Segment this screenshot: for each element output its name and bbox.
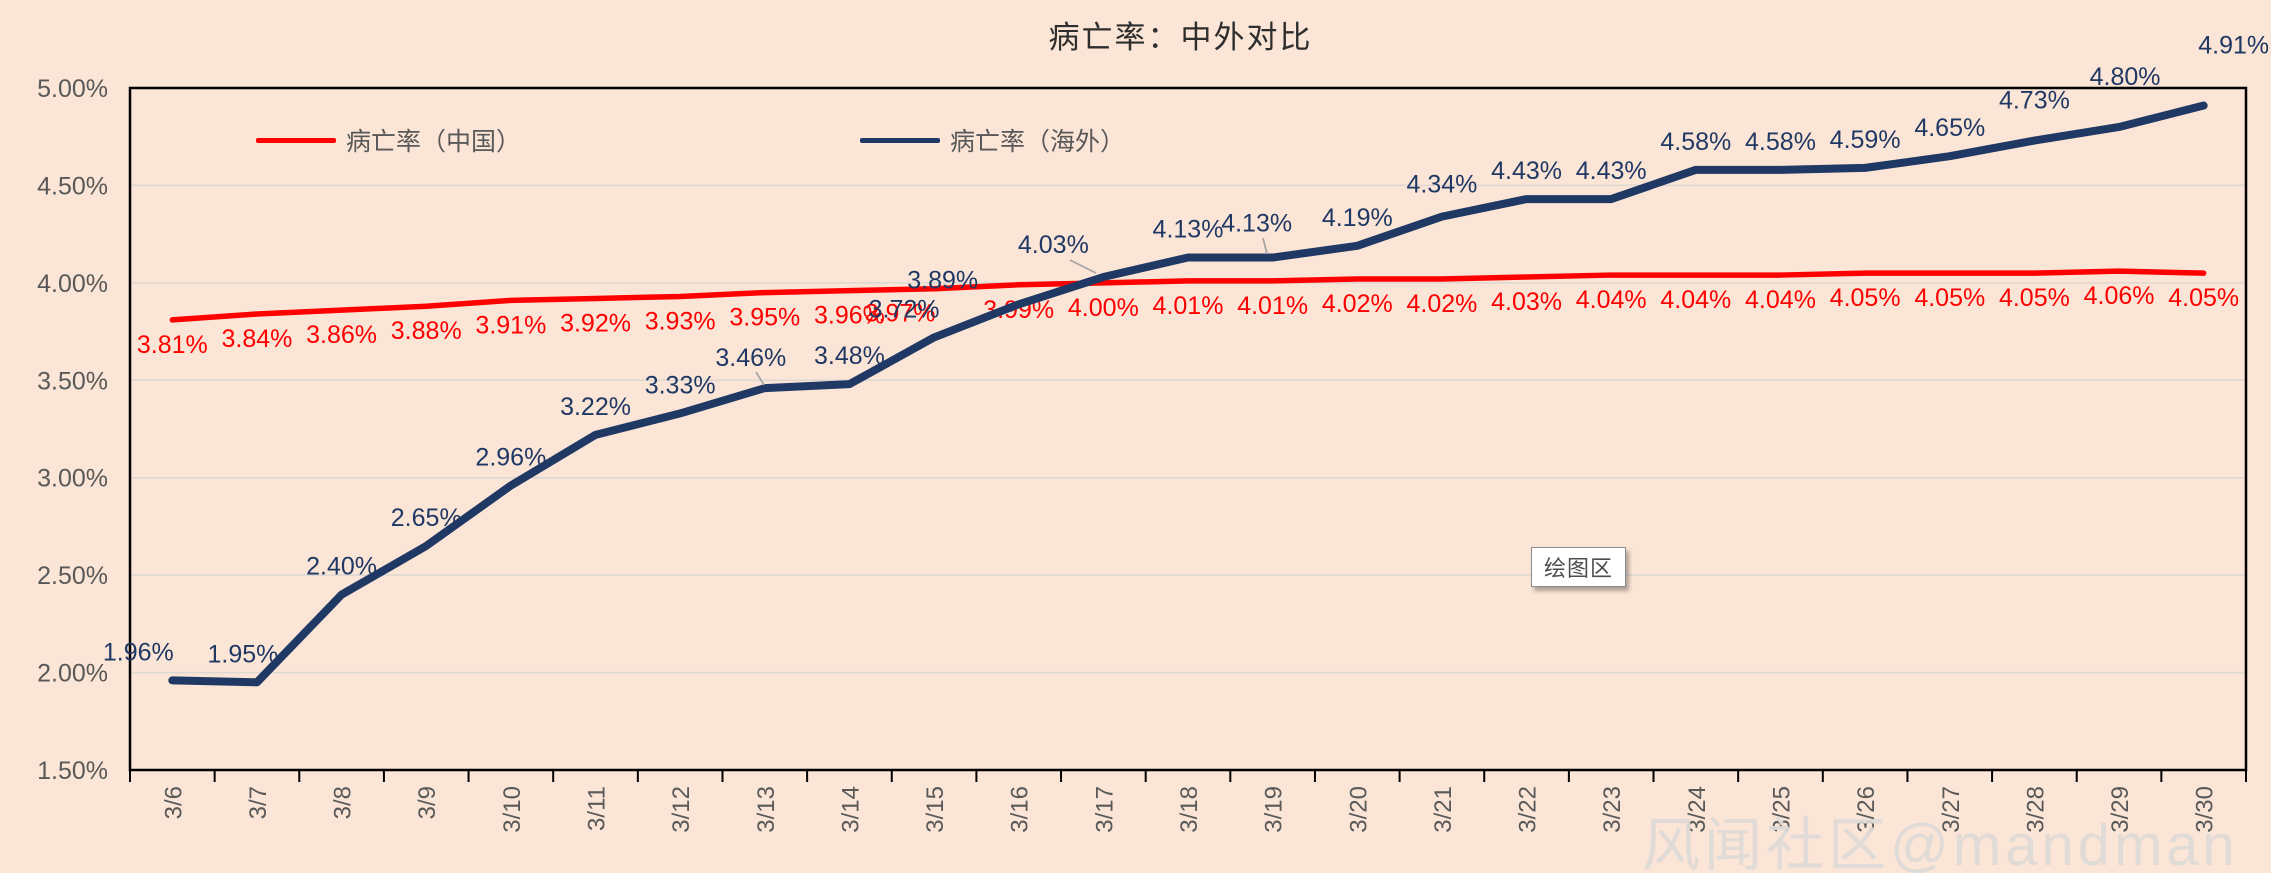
x-axis-label: 3/17 bbox=[1091, 786, 1118, 833]
data-label-china: 4.04% bbox=[1660, 286, 1731, 314]
data-label-overseas: 4.43% bbox=[1576, 157, 1647, 185]
data-label-china: 3.91% bbox=[475, 311, 546, 339]
legend-label-china: 病亡率（中国） bbox=[346, 128, 522, 156]
data-label-overseas: 4.34% bbox=[1406, 171, 1477, 199]
data-label-overseas: 3.48% bbox=[814, 342, 885, 370]
data-label-china: 4.05% bbox=[2168, 284, 2239, 312]
data-label-china: 4.04% bbox=[1576, 286, 1647, 314]
x-axis-label: 3/21 bbox=[1430, 786, 1457, 833]
legend-item-china[interactable]: 病亡率（中国） bbox=[256, 122, 521, 158]
series-line-china[interactable] bbox=[169, 268, 2207, 323]
label-leader-line bbox=[755, 371, 765, 386]
x-axis-label: 3/9 bbox=[414, 786, 441, 819]
data-label-overseas: 2.96% bbox=[475, 444, 546, 472]
label-leader-line bbox=[1069, 259, 1097, 274]
x-axis-label: 3/15 bbox=[922, 786, 949, 833]
x-axis-label: 3/24 bbox=[1684, 786, 1711, 833]
x-axis-label: 3/26 bbox=[1853, 786, 1880, 833]
y-axis-label: 4.50% bbox=[37, 172, 108, 200]
data-label-china: 4.06% bbox=[2084, 282, 2155, 310]
data-label-china: 4.05% bbox=[1830, 284, 1901, 312]
y-axis-label: 3.00% bbox=[37, 465, 108, 493]
data-label-overseas: 4.91% bbox=[2198, 32, 2269, 60]
data-label-china: 4.05% bbox=[1914, 284, 1985, 312]
data-label-china: 3.81% bbox=[137, 331, 208, 359]
data-label-overseas: 1.95% bbox=[208, 640, 279, 668]
data-label-overseas: 4.58% bbox=[1660, 128, 1731, 156]
data-label-china: 4.02% bbox=[1406, 290, 1477, 318]
data-label-china: 4.03% bbox=[1491, 288, 1562, 316]
x-axis-label: 3/14 bbox=[837, 786, 864, 833]
x-axis-label: 3/30 bbox=[2192, 786, 2219, 833]
x-axis-label: 3/18 bbox=[1176, 786, 1203, 833]
data-label-overseas: 4.59% bbox=[1830, 126, 1901, 154]
x-axis-label: 3/13 bbox=[753, 786, 780, 833]
x-axis-label: 3/12 bbox=[668, 786, 695, 833]
data-label-overseas: 3.46% bbox=[715, 344, 786, 372]
y-axis-label: 2.50% bbox=[37, 562, 108, 590]
y-axis-label: 2.00% bbox=[37, 660, 108, 688]
data-label-overseas: 4.13% bbox=[1221, 210, 1292, 238]
data-label-overseas: 3.72% bbox=[869, 295, 940, 323]
x-axis-label: 3/11 bbox=[584, 786, 611, 831]
data-label-china: 3.84% bbox=[222, 325, 293, 353]
data-label-china: 3.93% bbox=[645, 307, 716, 335]
data-label-china: 3.88% bbox=[391, 317, 462, 345]
x-axis-label: 3/20 bbox=[1345, 786, 1372, 833]
data-label-overseas: 4.65% bbox=[1914, 114, 1985, 142]
label-leader-line bbox=[1262, 237, 1268, 255]
x-axis-label: 3/10 bbox=[499, 786, 526, 833]
x-axis-label: 3/27 bbox=[1938, 786, 1965, 833]
legend-item-overseas[interactable]: 病亡率（海外） bbox=[860, 122, 1125, 158]
data-label-overseas: 4.80% bbox=[2090, 63, 2161, 91]
x-axis-label: 3/8 bbox=[330, 786, 357, 819]
x-axis-label: 3/6 bbox=[160, 786, 187, 819]
data-label-china: 4.00% bbox=[1068, 294, 1139, 322]
data-label-china: 4.04% bbox=[1745, 286, 1816, 314]
data-label-overseas: 4.43% bbox=[1491, 157, 1562, 185]
data-label-overseas: 4.19% bbox=[1322, 204, 1393, 232]
y-axis-label: 4.00% bbox=[37, 270, 108, 298]
data-label-china: 4.01% bbox=[1153, 292, 1224, 320]
x-axis-label: 3/28 bbox=[2022, 786, 2049, 833]
data-label-china: 3.92% bbox=[560, 309, 631, 337]
x-axis-label: 3/29 bbox=[2107, 786, 2134, 833]
x-axis-label: 3/19 bbox=[1261, 786, 1288, 833]
series-line-overseas[interactable] bbox=[168, 101, 2208, 687]
plot-area-tooltip: 绘图区 bbox=[1531, 547, 1627, 587]
data-label-overseas: 4.73% bbox=[1999, 87, 2070, 115]
legend-swatch-china-line bbox=[256, 137, 336, 143]
data-label-overseas: 3.89% bbox=[907, 266, 978, 294]
legend-label-overseas: 病亡率（海外） bbox=[950, 128, 1126, 156]
data-label-overseas: 4.58% bbox=[1745, 128, 1816, 156]
data-label-china: 3.96% bbox=[814, 302, 885, 330]
data-label-overseas: 2.40% bbox=[306, 553, 377, 581]
data-label-china: 3.97% bbox=[865, 300, 936, 328]
data-label-overseas: 3.22% bbox=[560, 393, 631, 421]
y-axis-label: 1.50% bbox=[37, 757, 108, 785]
data-label-overseas: 4.13% bbox=[1153, 216, 1224, 244]
x-axis-label: 3/16 bbox=[1007, 786, 1034, 833]
data-label-china: 4.02% bbox=[1322, 290, 1393, 318]
data-label-china: 3.95% bbox=[729, 304, 800, 332]
data-label-china: 4.01% bbox=[1237, 292, 1308, 320]
data-label-china: 3.86% bbox=[306, 321, 377, 349]
plot-area-border bbox=[128, 86, 2248, 772]
x-axis-label: 3/25 bbox=[1768, 786, 1795, 833]
y-axis-label: 5.00% bbox=[37, 75, 108, 103]
data-label-china: 4.05% bbox=[1999, 284, 2070, 312]
x-axis-label: 3/22 bbox=[1515, 786, 1542, 833]
data-label-overseas: 4.03% bbox=[1018, 231, 1089, 259]
legend-swatch-overseas-line bbox=[860, 137, 940, 143]
y-axis-label: 3.50% bbox=[37, 367, 108, 395]
chart-title: 病亡率：中外对比 bbox=[1048, 20, 1313, 55]
x-axis-label: 3/7 bbox=[245, 786, 272, 819]
x-axis-label: 3/23 bbox=[1599, 786, 1626, 833]
data-label-overseas: 1.96% bbox=[103, 638, 174, 666]
data-label-overseas: 2.65% bbox=[391, 504, 462, 532]
data-label-overseas: 3.33% bbox=[645, 371, 716, 399]
